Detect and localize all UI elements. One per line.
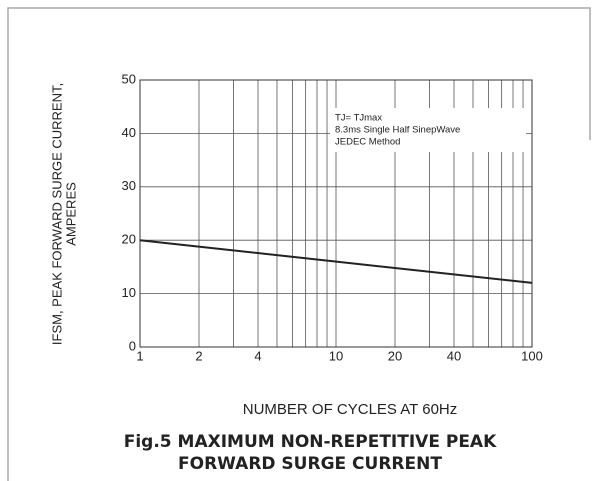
x-tick-label: 10 [329, 348, 343, 363]
y-tick-label: 10 [122, 285, 136, 300]
y-axis-label: IFSM, PEAK FORWARD SURGE CURRENT, [49, 83, 64, 345]
x-tick-label: 4 [254, 348, 261, 363]
plot-frame [139, 79, 533, 348]
y-tick-label: 40 [122, 125, 136, 140]
y-tick-label: 50 [122, 71, 136, 86]
x-tick-label: 100 [521, 348, 543, 363]
annotation-box [330, 108, 526, 152]
chart-title: FORWARD SURGE CURRENT [178, 454, 442, 474]
annotation: 8.3ms Single Half SinepWave [335, 125, 460, 136]
y-tick-label: 30 [122, 178, 136, 193]
y-tick-label: 20 [122, 232, 136, 247]
annotation: TJ= TJmax [335, 113, 382, 124]
x-tick-label: 2 [195, 348, 202, 363]
x-tick-label: 20 [388, 348, 402, 363]
x-tick-label: 40 [447, 348, 461, 363]
annotation: JEDEC Method [335, 137, 400, 148]
frame [7, 7, 591, 481]
y-tick-label: 0 [129, 338, 136, 353]
data-line [139, 239, 533, 284]
x-axis-label: NUMBER OF CYCLES AT 60Hz [243, 401, 458, 418]
chart-title: Fig.5 MAXIMUM NON-REPETITIVE PEAK [124, 432, 497, 452]
x-tick-label: 1 [136, 348, 143, 363]
y-axis-label: AMPERES [63, 182, 78, 246]
